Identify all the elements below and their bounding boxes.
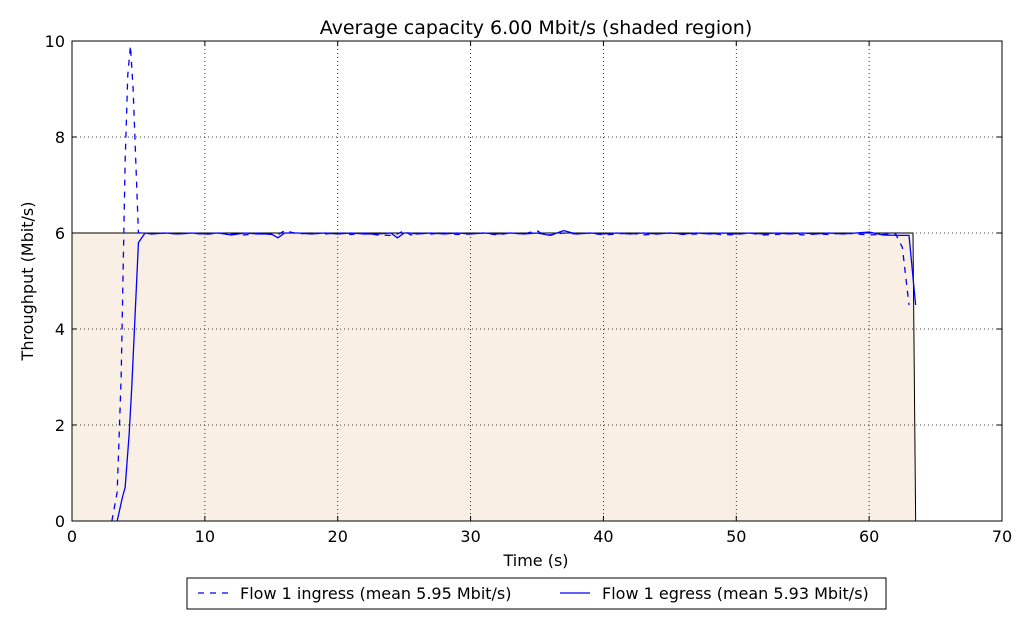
y-axis-label: Throughput (Mbit/s) xyxy=(18,202,37,362)
y-tick-label: 2 xyxy=(55,416,65,435)
legend-box xyxy=(186,577,887,610)
legend-ingress-label: Flow 1 ingress (mean 5.95 Mbit/s) xyxy=(240,584,512,603)
y-tick-label: 0 xyxy=(55,512,65,531)
capacity-region xyxy=(72,232,917,522)
axis-ticks: 0 10 20 30 40 50 60 70 0 2 4 6 8 10 xyxy=(45,32,1013,546)
plot-frame xyxy=(71,40,1003,522)
series-lines xyxy=(111,45,917,522)
capacity-fill xyxy=(72,233,916,521)
legend: Flow 1 ingress (mean 5.95 Mbit/s) Flow 1… xyxy=(186,577,887,610)
y-tick-label: 6 xyxy=(55,224,65,243)
series-ingress-line xyxy=(111,45,910,522)
y-tick-label: 4 xyxy=(55,320,65,339)
x-axis-label: Time (s) xyxy=(502,551,568,570)
x-tick-label: 60 xyxy=(859,527,879,546)
x-tick-label: 50 xyxy=(726,527,746,546)
legend-egress-label: Flow 1 egress (mean 5.93 Mbit/s) xyxy=(602,584,869,603)
x-tick-label: 0 xyxy=(67,527,77,546)
x-tick-label: 20 xyxy=(328,527,348,546)
y-tick-label: 8 xyxy=(55,128,65,147)
chart-title: Average capacity 6.00 Mbit/s (shaded reg… xyxy=(320,17,753,39)
y-tick-label: 10 xyxy=(45,32,65,51)
x-tick-label: 10 xyxy=(195,527,215,546)
x-tick-label: 40 xyxy=(593,527,613,546)
x-tick-label: 30 xyxy=(460,527,480,546)
x-tick-label: 70 xyxy=(992,527,1012,546)
series-egress-line xyxy=(116,229,917,522)
